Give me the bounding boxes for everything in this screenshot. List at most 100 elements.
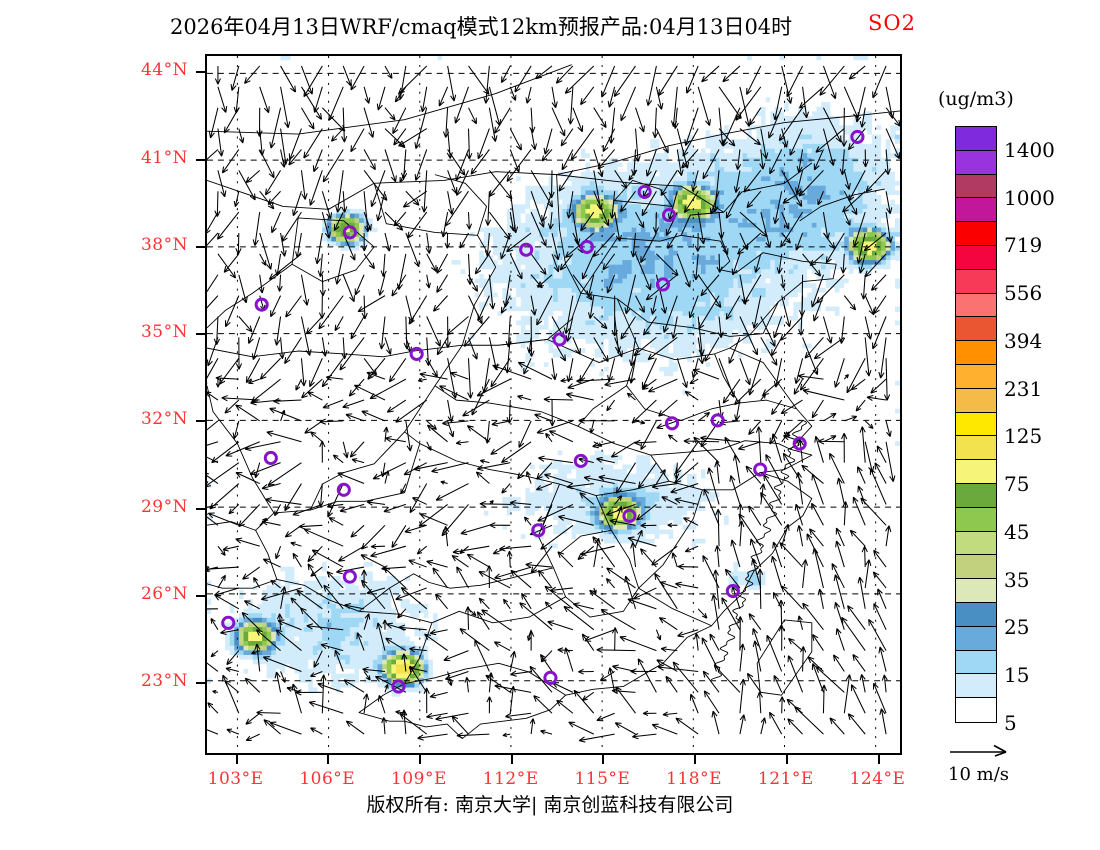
colorbar-unit-label: (ug/m3) [938,88,1014,110]
colorbar-band-0 [956,127,996,151]
colorbar-band-6 [956,269,996,294]
city-marker-15[interactable] [573,453,588,468]
y-axis-tick [196,333,205,336]
city-marker-18[interactable] [263,450,278,466]
species-label: SO2 [868,11,916,35]
x-axis-label-5: 118°E [666,769,723,789]
colorbar-band-22 [956,650,996,675]
x-axis-label-3: 112°E [482,769,539,789]
city-marker-9[interactable] [850,129,865,144]
colorbar-label-0: 1400 [1004,137,1055,162]
city-marker-21[interactable] [391,679,406,694]
city-marker-2[interactable] [579,239,594,254]
city-marker-14[interactable] [622,508,637,523]
wind-scale-label: 10 m/s [948,764,1009,785]
city-marker-1[interactable] [661,208,677,223]
y-axis-tick [196,507,205,510]
city-marker-22[interactable] [221,615,236,630]
city-marker-10[interactable] [710,413,725,428]
colorbar-band-3 [956,198,996,223]
colorbar-band-20 [956,602,996,627]
x-axis-tick [877,755,880,764]
colorbar-band-2 [956,174,996,199]
colorbar-band-16 [956,507,996,532]
city-marker-16[interactable] [531,523,546,538]
x-axis-label-1: 106°E [299,769,356,789]
x-axis-tick [602,755,605,764]
colorbar-band-23 [956,674,996,699]
y-axis-label-1: 41°N [140,147,188,168]
city-marker-20[interactable] [543,670,558,685]
copyright-footer: 版权所有: 南京大学| 南京创蓝科技有限公司 [366,794,734,816]
x-axis-label-4: 115°E [574,769,631,789]
x-axis-tick [235,755,238,764]
city-marker-8[interactable] [655,277,671,292]
colorbar-band-24 [956,698,996,722]
x-axis-label-7: 124°E [849,769,906,789]
city-marker-23[interactable] [342,569,357,584]
y-axis-tick [196,420,205,423]
colorbar-label-4: 394 [1004,328,1043,353]
x-axis-tick [510,755,513,764]
colorbar-band-19 [956,579,996,603]
y-axis-tick [196,595,205,598]
city-marker-3[interactable] [519,242,534,257]
colorbar-label-10: 25 [1004,615,1030,640]
y-axis-tick [196,682,205,685]
colorbar-label-1: 1000 [1004,185,1055,210]
colorbar-label-8: 45 [1004,519,1030,544]
colorbar-band-15 [956,483,996,508]
colorbar-band-21 [956,626,996,651]
city-marker-layer [221,129,865,694]
y-axis-label-5: 29°N [140,496,188,517]
y-axis-label-7: 23°N [140,671,188,692]
city-marker-17[interactable] [336,482,351,497]
colorbar-label-12: 5 [1004,711,1017,735]
y-axis-label-4: 32°N [140,409,188,430]
colorbar-band-8 [956,317,996,342]
city-marker-11[interactable] [664,416,680,431]
y-axis-tick [196,71,205,74]
colorbar-band-1 [956,150,996,175]
colorbar-band-4 [956,222,996,246]
colorbar-label-3: 556 [1004,281,1043,306]
y-axis-label-2: 38°N [140,234,188,255]
colorbar-label-11: 15 [1004,663,1030,688]
y-axis-label-0: 44°N [140,60,188,81]
city-marker-7[interactable] [552,332,567,347]
map-canvas [207,56,900,753]
city-marker-13[interactable] [792,436,807,451]
colorbar-label-2: 719 [1004,233,1043,258]
city-marker-12[interactable] [753,462,768,477]
city-marker-5[interactable] [254,297,269,312]
y-axis-label-6: 26°N [140,584,188,605]
colorbar-band-9 [956,341,996,365]
title-bar: 2026年04月13日WRF/cmaq模式12km预报产品:04月13日04时 … [0,8,1100,39]
map-plot-area[interactable] [205,54,902,755]
colorbar-label-6: 125 [1004,424,1043,449]
colorbar-band-11 [956,388,996,413]
y-axis-label-3: 35°N [140,322,188,343]
colorbar-band-5 [956,245,996,270]
x-axis-label-2: 109°E [391,769,447,789]
city-marker-0[interactable] [637,184,652,199]
x-axis-tick [785,755,788,764]
y-axis-tick [196,158,205,161]
colorbar-label-7: 75 [1004,472,1030,497]
x-axis-tick [418,755,421,764]
colorbar-band-13 [956,436,996,461]
x-axis-label-6: 121°E [757,769,814,789]
x-axis-tick [327,755,330,764]
wind-scale-legend: 10 m/s [948,742,1088,792]
city-marker-19[interactable] [725,583,740,599]
colorbar-label-5: 231 [1004,376,1043,401]
colorbar[interactable] [955,126,997,723]
colorbar-label-9: 35 [1004,567,1030,592]
page-title: 2026年04月13日WRF/cmaq模式12km预报产品:04月13日04时 [170,15,793,39]
city-marker-4[interactable] [342,225,357,240]
city-marker-6[interactable] [409,346,424,361]
wind-reference-arrow [950,744,1007,757]
colorbar-band-10 [956,364,996,389]
y-axis-tick [196,245,205,248]
colorbar-band-14 [956,460,996,484]
